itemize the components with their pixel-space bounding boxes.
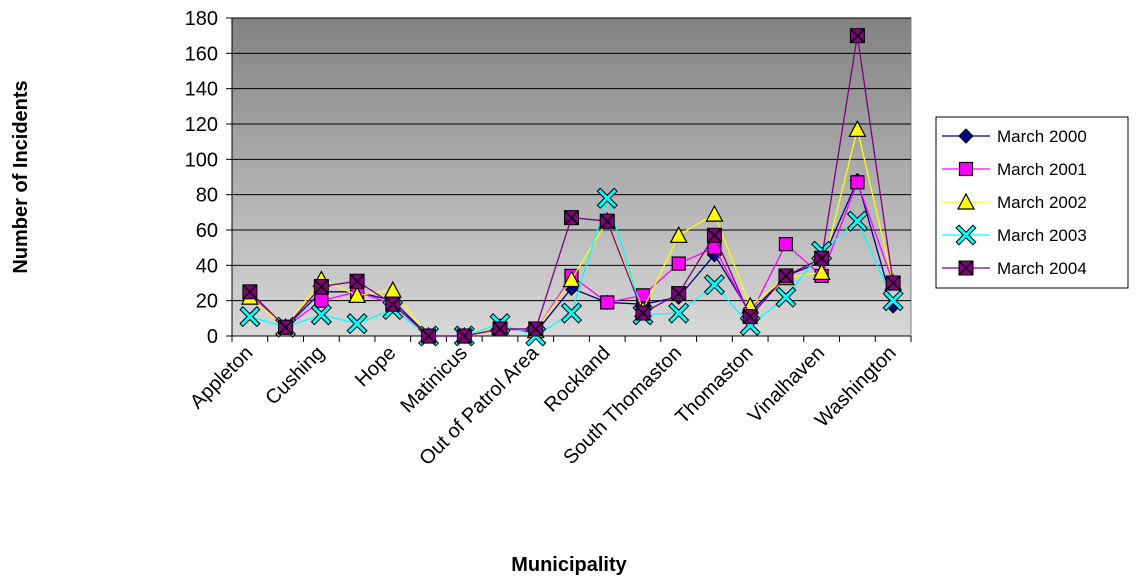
data-point <box>456 328 472 344</box>
data-point <box>348 286 367 303</box>
y-tick-label: 0 <box>207 326 218 348</box>
legend-item: March 2001 <box>942 160 1087 179</box>
y-tick-label: 160 <box>185 43 218 65</box>
x-tick-label: Hope <box>351 342 400 391</box>
data-point <box>278 319 294 335</box>
data-point <box>563 210 580 226</box>
data-point <box>958 128 974 144</box>
data-point <box>775 286 797 308</box>
y-tick-label: 140 <box>185 79 218 101</box>
legend-label: March 2002 <box>997 193 1087 212</box>
legend-item: March 2002 <box>942 192 1087 212</box>
data-point <box>421 328 437 344</box>
data-point <box>705 204 724 222</box>
data-point <box>958 161 974 177</box>
data-point <box>703 274 725 296</box>
data-point <box>850 175 865 190</box>
y-tick-label: 40 <box>196 255 218 277</box>
y-tick-label: 100 <box>185 149 218 171</box>
data-point <box>562 270 581 288</box>
x-tick-label: Cushing <box>261 342 328 409</box>
y-axis-title: Number of Incidents <box>10 80 32 273</box>
data-point <box>882 290 904 312</box>
x-tick-label: Thomaston <box>671 342 757 428</box>
data-point <box>812 263 831 280</box>
data-point <box>492 321 508 337</box>
data-point <box>596 187 618 209</box>
series-group <box>239 28 904 347</box>
data-point <box>242 284 258 300</box>
data-point <box>848 120 867 137</box>
data-point <box>955 224 977 246</box>
data-point <box>958 260 974 276</box>
y-tick-label: 120 <box>185 114 218 136</box>
data-point <box>599 213 615 229</box>
y-tick-label: 80 <box>196 185 218 207</box>
x-tick-label: Rockland <box>540 342 615 417</box>
y-tick-label: 20 <box>196 291 218 313</box>
data-point <box>669 226 688 243</box>
legend-label: March 2003 <box>997 226 1087 245</box>
grid-lines <box>232 17 911 302</box>
series-march-2004 <box>242 28 901 344</box>
data-point <box>778 268 794 284</box>
legend-item: March 2004 <box>942 259 1087 278</box>
data-point <box>849 28 865 44</box>
data-point <box>846 210 868 232</box>
legend-item: March 2003 <box>942 224 1087 246</box>
data-point <box>600 295 615 310</box>
y-tick-label: 60 <box>196 220 218 242</box>
data-point <box>635 305 651 321</box>
data-point <box>385 296 401 312</box>
legend-item: March 2000 <box>942 127 1087 146</box>
data-point <box>313 279 329 295</box>
data-point <box>528 321 544 337</box>
data-point <box>671 256 686 271</box>
data-point <box>346 313 368 335</box>
data-point <box>668 302 690 324</box>
data-point <box>814 250 830 266</box>
x-axis-title: Municipality <box>511 554 627 576</box>
data-point <box>957 192 975 210</box>
axes <box>226 17 912 342</box>
x-tick-label: South Thomaston <box>559 342 686 469</box>
x-tick-label: Appleton <box>186 342 257 413</box>
legend-label: March 2004 <box>997 259 1087 278</box>
data-point <box>778 237 794 252</box>
data-point <box>885 275 901 291</box>
data-point <box>314 293 329 308</box>
data-point <box>671 286 687 302</box>
x-tick-label: Out of Patrol Area <box>415 341 544 470</box>
legend-label: March 2001 <box>997 160 1087 179</box>
data-point <box>742 309 758 325</box>
y-tick-label: 180 <box>185 8 218 30</box>
data-point <box>706 227 722 243</box>
y-tick-labels: 0 20 40 60 80 100 120 140 160 180 <box>185 8 218 348</box>
data-point <box>349 273 365 289</box>
legend: March 2000 March 2001 March 2002 March 2003… <box>935 116 1129 289</box>
data-point <box>560 302 583 324</box>
x-tick-label: Matinicus <box>397 342 472 417</box>
data-point <box>239 306 261 328</box>
legend-label: March 2000 <box>997 127 1087 146</box>
data-point <box>310 304 332 326</box>
